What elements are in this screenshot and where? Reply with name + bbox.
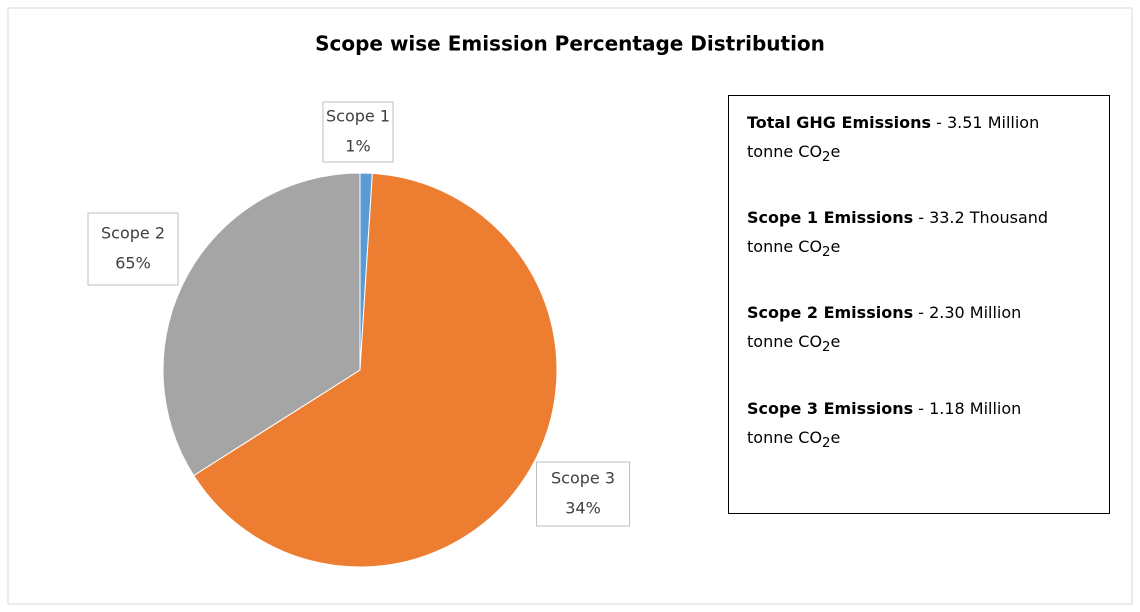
note-sub: 2	[822, 435, 831, 451]
note: Scope 3 Emissions - 1.18 Million tonne CO…	[747, 394, 1091, 458]
notes-box: Total GHG Emissions - 3.51 Million tonne …	[728, 95, 1110, 514]
note-label: Total GHG Emissions	[747, 113, 932, 132]
note-text: - 33.2 Thousand	[918, 208, 1049, 228]
note-suffix: e	[830, 237, 841, 257]
value-label: 34%	[565, 499, 601, 518]
value-label: 65%	[115, 254, 151, 273]
note: Total GHG Emissions - 3.51 Million tonne …	[747, 108, 1091, 172]
data-label-box	[322, 101, 394, 163]
category-label: Scope 1	[326, 107, 390, 126]
note-suffix: e	[830, 427, 841, 447]
pie-slice	[162, 172, 361, 477]
note-text: - 3.51 Million	[936, 113, 1040, 132]
note-label: Scope 3 Emissions	[747, 398, 914, 418]
data-label-box	[536, 461, 630, 527]
pie-slice	[192, 172, 558, 568]
note-unit: tonne CO	[747, 142, 823, 161]
note-sub: 2	[822, 150, 831, 166]
note-unit: tonne CO	[747, 332, 823, 352]
note-suffix: e	[830, 142, 841, 161]
chart-title: Scope wise Emission Percentage Distribut…	[315, 32, 825, 56]
note-text: - 1.18 Million	[918, 398, 1022, 418]
note-suffix: e	[830, 332, 841, 352]
note: Scope 1 Emissions - 33.2 Thousand tonne C…	[747, 203, 1091, 267]
value-label: 1%	[345, 137, 370, 156]
note-label: Scope 2 Emissions	[747, 303, 914, 323]
note: Scope 2 Emissions - 2.30 Million tonne CO…	[747, 298, 1091, 362]
note-unit: tonne CO	[747, 427, 823, 447]
note-unit: tonne CO	[747, 237, 823, 257]
note-sub: 2	[822, 245, 831, 261]
data-label-box	[87, 212, 179, 286]
category-label: Scope 3	[551, 469, 615, 488]
note-text: - 2.30 Million	[918, 303, 1022, 323]
note-label: Scope 1 Emissions	[747, 208, 914, 228]
category-label: Scope 2	[101, 224, 165, 243]
note-sub: 2	[822, 340, 831, 356]
